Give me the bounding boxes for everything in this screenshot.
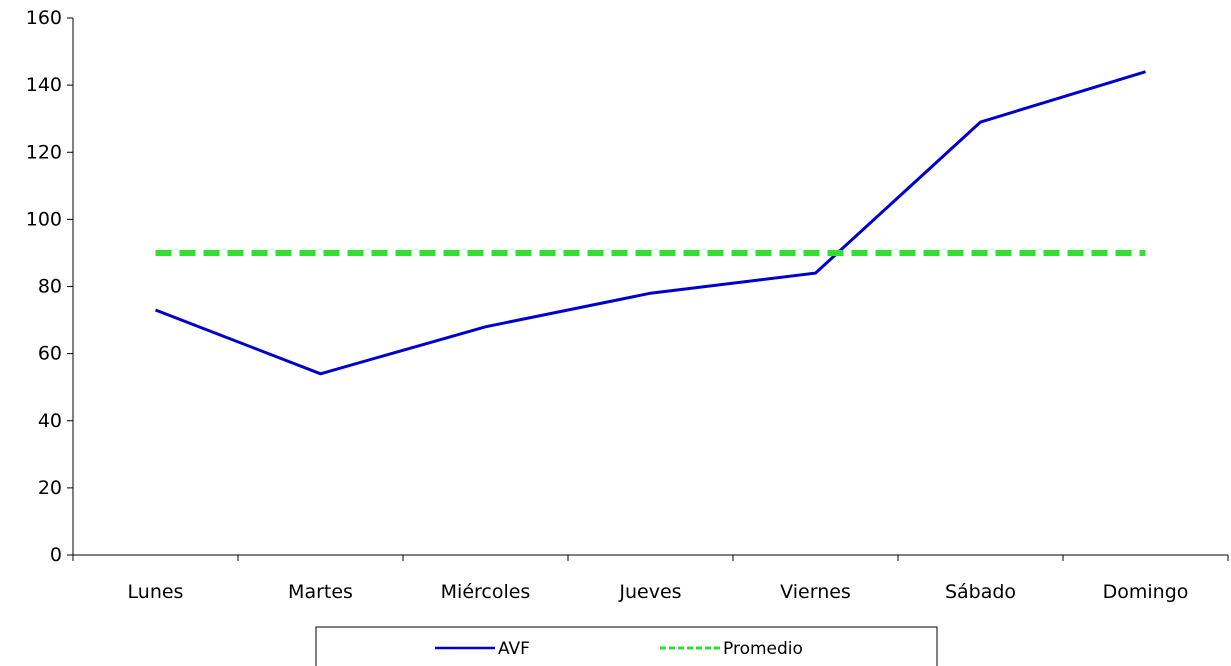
y-tick-label: 80 xyxy=(38,276,62,298)
y-tick-label: 140 xyxy=(26,74,62,96)
y-tick-label: 120 xyxy=(26,141,62,163)
x-tick-label: Lunes xyxy=(128,581,184,603)
series-layer xyxy=(154,70,1146,376)
y-tick-label: 40 xyxy=(38,410,62,432)
x-tick-label: Jueves xyxy=(618,581,681,603)
x-tick-label: Miércoles xyxy=(441,581,531,603)
y-tick-label: 100 xyxy=(26,208,62,230)
legend-label-avf: AVF xyxy=(498,639,530,659)
y-tick-label: 20 xyxy=(38,477,62,499)
legend: AVF Promedio xyxy=(315,626,938,666)
y-tick-label: 160 xyxy=(26,7,62,29)
legend-box xyxy=(315,626,938,666)
legend-label-promedio: Promedio xyxy=(723,639,803,659)
x-tick-label: Sábado xyxy=(945,581,1016,603)
x-tick-label: Viernes xyxy=(780,581,851,603)
x-tick-label: Domingo xyxy=(1103,581,1189,603)
x-tick-label: Martes xyxy=(288,581,353,603)
x-axis-ticks: Lunes Martes Miércoles Jueves Viernes Sábado D… xyxy=(72,555,1229,603)
y-axis-ticks: 0 20 40 60 80 100 120 140 160 xyxy=(26,7,73,566)
y-tick-label: 0 xyxy=(50,544,62,566)
series-line-avf xyxy=(154,70,1146,376)
y-tick-label: 60 xyxy=(38,343,62,365)
